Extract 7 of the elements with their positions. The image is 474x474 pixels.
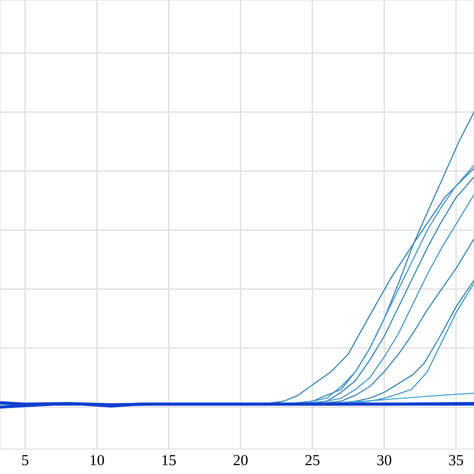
x-tick-label: 35	[449, 455, 464, 466]
x-tick-label: 20	[234, 454, 248, 466]
x-tick-label: 5	[22, 455, 28, 466]
x-tick-label: 15	[162, 455, 176, 466]
x-tick-label: 30	[377, 454, 392, 466]
x-tick-label: 25	[305, 455, 320, 466]
x-tick-label: 10	[90, 454, 104, 466]
